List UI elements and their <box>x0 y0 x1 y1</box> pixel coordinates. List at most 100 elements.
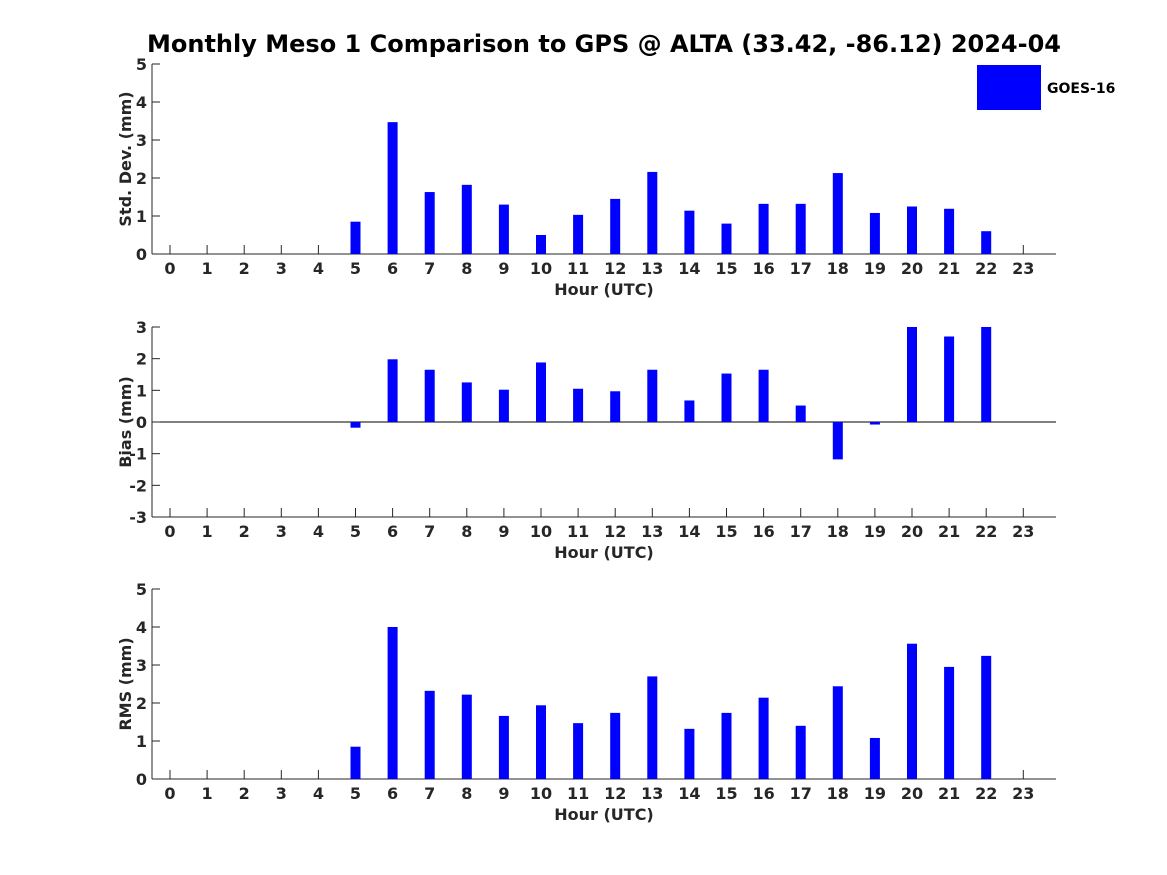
x-tick-label: 5 <box>350 522 361 541</box>
x-tick-label: 9 <box>498 259 509 278</box>
x-tick-label: 7 <box>424 522 435 541</box>
x-tick-label: 10 <box>530 259 552 278</box>
x-tick-label: 18 <box>827 259 849 278</box>
y-tick-label: -1 <box>129 445 147 464</box>
x-tick-label: 0 <box>164 522 175 541</box>
bar <box>387 359 398 422</box>
bar <box>610 712 621 779</box>
x-tick-label: 23 <box>1012 522 1034 541</box>
y-tick-label: 0 <box>136 245 147 264</box>
bar <box>684 728 695 779</box>
x-tick-label: 5 <box>350 259 361 278</box>
bar <box>795 203 806 254</box>
bar <box>907 206 917 254</box>
bar <box>944 336 955 422</box>
x-tick-label: 17 <box>790 784 812 803</box>
x-tick-label: 19 <box>864 522 886 541</box>
chart-title: Monthly Meso 1 Comparison to GPS @ ALTA … <box>147 30 1061 58</box>
bar <box>461 184 472 254</box>
bar <box>721 712 732 779</box>
bar <box>573 388 584 422</box>
x-tick-label: 9 <box>498 784 509 803</box>
x-tick-label: 8 <box>461 784 472 803</box>
x-tick-label: 16 <box>752 784 774 803</box>
x-tick-label: 1 <box>202 259 213 278</box>
x-tick-label: 4 <box>313 259 324 278</box>
x-tick-label: 20 <box>901 784 923 803</box>
y-tick-label: 5 <box>136 55 147 74</box>
bar <box>461 694 472 779</box>
bar <box>536 235 546 254</box>
x-tick-label: 23 <box>1012 259 1034 278</box>
bar <box>832 173 843 254</box>
x-tick-label: 17 <box>790 522 812 541</box>
bar <box>684 400 695 422</box>
x-tick-label: 23 <box>1012 784 1034 803</box>
x-tick-label: 14 <box>678 522 700 541</box>
y-axis-label: Std. Dev. (mm) <box>116 91 135 226</box>
bar <box>498 389 509 422</box>
bar <box>350 221 361 254</box>
x-tick-label: 2 <box>239 522 250 541</box>
x-tick-label: 13 <box>641 259 663 278</box>
x-tick-label: 13 <box>641 522 663 541</box>
x-tick-label: 4 <box>313 522 324 541</box>
bar <box>424 369 435 422</box>
x-tick-label: 21 <box>938 259 960 278</box>
x-tick-label: 7 <box>424 259 435 278</box>
x-tick-label: 15 <box>715 522 737 541</box>
y-tick-label: 4 <box>136 93 147 112</box>
x-tick-label: 4 <box>313 784 324 803</box>
x-tick-label: 1 <box>202 522 213 541</box>
x-tick-label: 14 <box>678 784 700 803</box>
x-tick-label: 10 <box>530 522 552 541</box>
legend-label: GOES-16 <box>1047 81 1115 97</box>
bar <box>424 690 435 779</box>
bar <box>573 723 584 779</box>
y-tick-label: 2 <box>136 169 147 188</box>
y-tick-label: 0 <box>136 413 147 432</box>
x-tick-label: 16 <box>752 522 774 541</box>
x-tick-label: 11 <box>567 522 589 541</box>
x-tick-label: 14 <box>678 259 700 278</box>
bar <box>758 369 769 422</box>
bar <box>907 643 917 779</box>
bar <box>498 204 509 254</box>
bar <box>350 422 361 428</box>
y-axis-label: Bias (mm) <box>116 376 135 468</box>
x-tick-label: 18 <box>827 784 849 803</box>
x-tick-label: 9 <box>498 522 509 541</box>
x-tick-label: 21 <box>938 522 960 541</box>
bar <box>610 198 621 254</box>
y-tick-label: 3 <box>136 656 147 675</box>
x-tick-label: 0 <box>164 784 175 803</box>
legend-swatch <box>977 65 1041 110</box>
x-tick-label: 20 <box>901 259 923 278</box>
x-tick-label: 15 <box>715 259 737 278</box>
x-tick-label: 1 <box>202 784 213 803</box>
bar <box>907 327 917 422</box>
x-tick-label: 5 <box>350 784 361 803</box>
bar <box>610 391 621 422</box>
y-tick-label: 1 <box>136 381 147 400</box>
x-tick-label: 20 <box>901 522 923 541</box>
legend: GOES-16 <box>977 65 1115 110</box>
y-tick-label: -3 <box>129 508 147 527</box>
bar <box>498 715 509 779</box>
bar <box>981 231 992 254</box>
y-tick-label: 0 <box>136 770 147 789</box>
x-tick-label: 11 <box>567 784 589 803</box>
y-tick-label: 5 <box>136 580 147 599</box>
x-tick-label: 12 <box>604 259 626 278</box>
x-tick-label: 2 <box>239 259 250 278</box>
x-tick-label: 7 <box>424 784 435 803</box>
x-tick-label: 12 <box>604 522 626 541</box>
bar <box>350 746 361 779</box>
bar <box>721 223 732 254</box>
x-axis-label: Hour (UTC) <box>554 280 654 299</box>
y-tick-label: 3 <box>136 318 147 337</box>
x-axis-label: Hour (UTC) <box>554 805 654 824</box>
x-tick-label: 21 <box>938 784 960 803</box>
